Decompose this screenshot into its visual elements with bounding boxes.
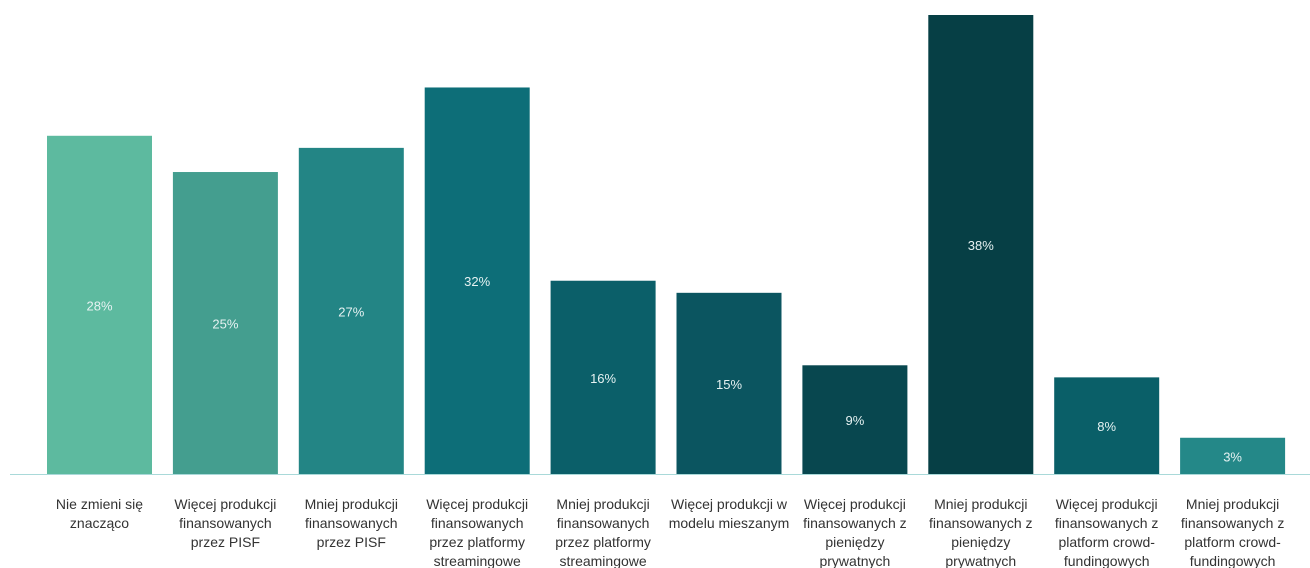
x-tick-label: Więcej produkcji finansowanych przez pla… [426,496,529,568]
bar [172,172,278,475]
bar [802,365,908,474]
bar [928,15,1034,474]
x-tick-label: Mniej produkcji finansowanych z platform… [1180,496,1285,568]
x-tick-label: Więcej produkcji finansowanych z platfor… [1054,496,1159,568]
bar [298,147,404,475]
x-tick-label: Mniej produkcji finansowanych z pieniędz… [929,496,1033,568]
value-label: 32% [464,274,490,289]
x-tick-label: Więcej produkcji w modelu mieszanym [668,496,790,531]
value-label: 38% [968,238,994,253]
value-label: 27% [338,304,364,319]
x-tick-label: Mniej produkcji finansowanych przez plat… [555,496,651,568]
x-tick-label: Nie zmieni się znacząco [55,496,144,531]
value-label: 16% [590,371,616,386]
bar [1054,377,1160,474]
x-tick-label: Więcej produkcji finansowanych z pienięd… [803,496,907,568]
value-label: 9% [846,413,865,428]
x-tick-label: Mniej produkcji finansowanych przez PISF [304,496,398,550]
x-tick-label: Więcej produkcji finansowanych przez PIS… [174,496,277,550]
value-label: 28% [86,298,112,313]
value-label: 3% [1223,449,1242,464]
value-label: 25% [212,316,238,331]
value-label: 15% [716,377,742,392]
value-label: 8% [1097,419,1116,434]
bar [424,87,530,474]
bar [1180,437,1286,474]
bar [550,280,656,474]
bar [676,292,782,474]
bar [47,135,152,474]
